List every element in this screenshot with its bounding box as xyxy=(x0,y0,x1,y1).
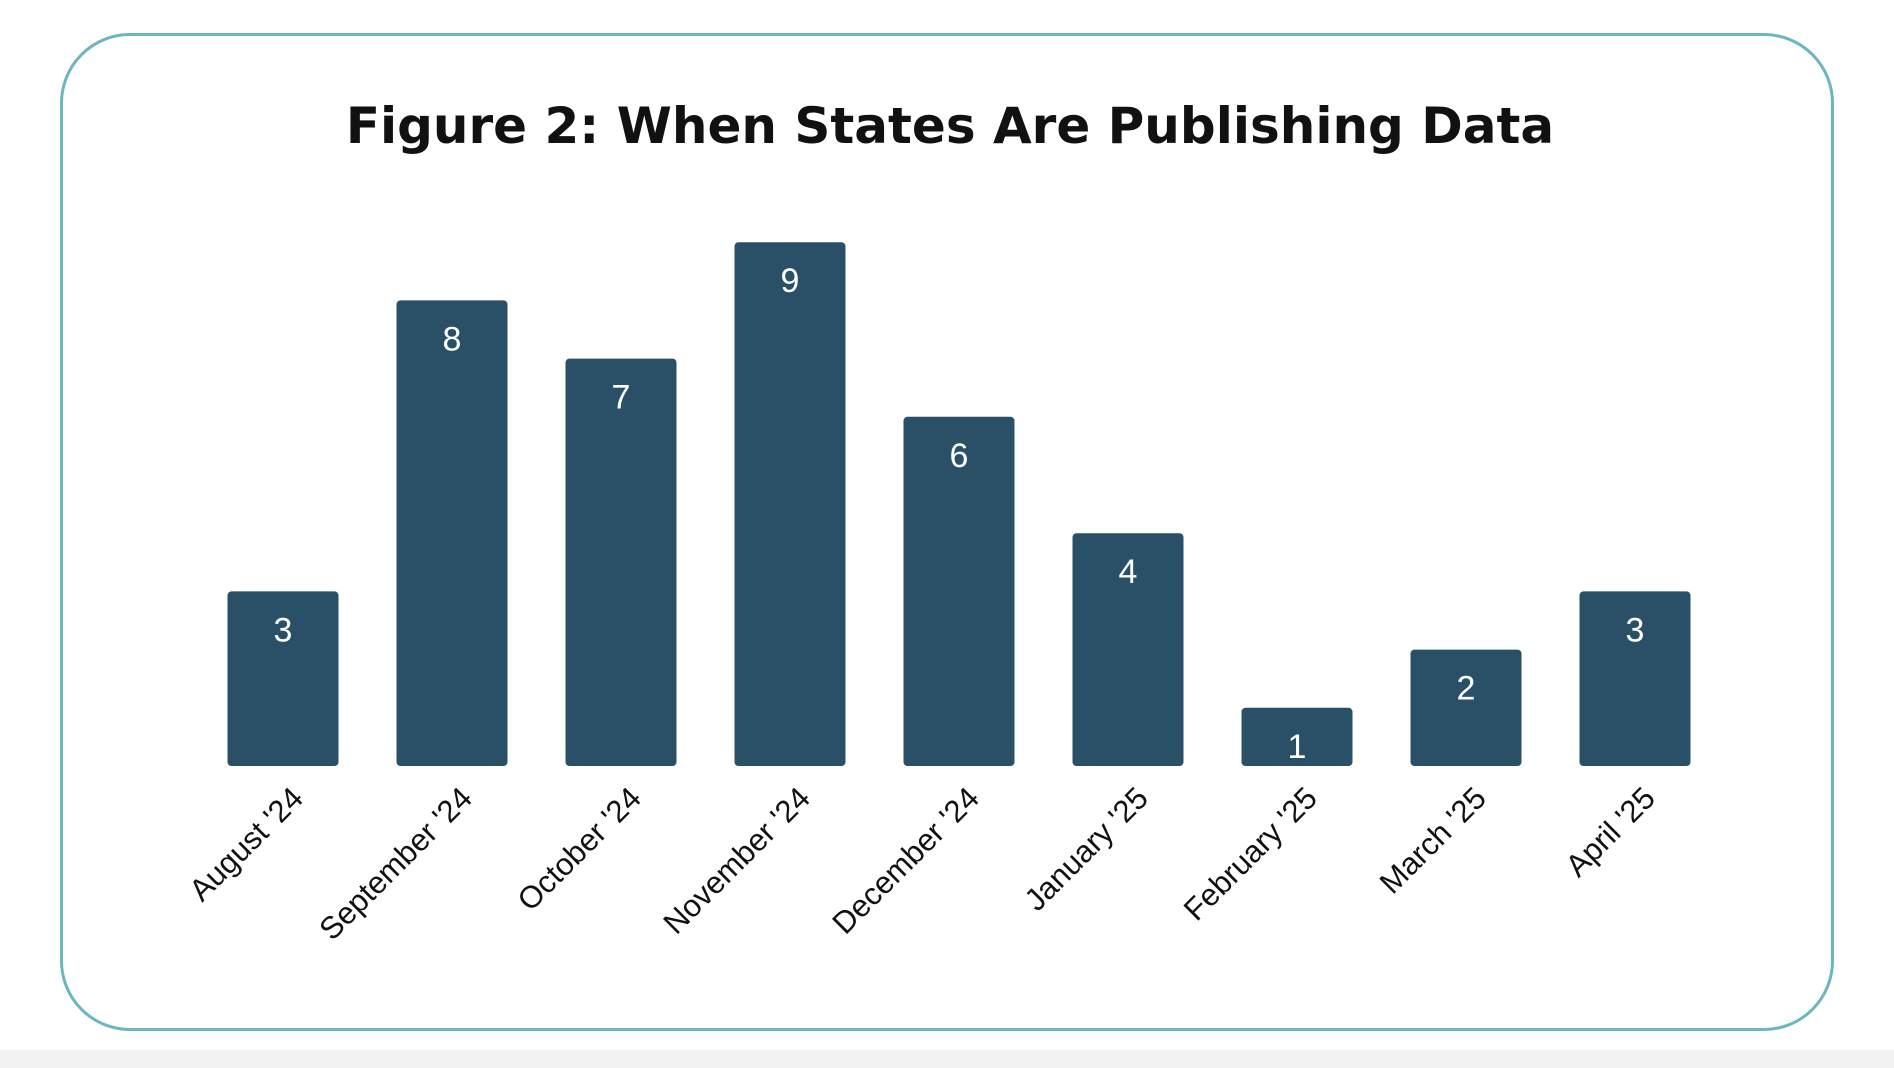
bottom-strip xyxy=(0,1050,1894,1068)
bar-3 xyxy=(734,242,846,766)
x-tick-label-0: August '24 xyxy=(182,780,310,908)
bars-group: 3 8 7 9 6 4 1 2 3 xyxy=(227,242,1691,766)
x-tick-label-5: January '25 xyxy=(1018,780,1155,917)
x-tick-label-8: April '25 xyxy=(1559,780,1662,883)
bar-value-label-7: 2 xyxy=(1457,670,1476,708)
x-tick-label-2: October '24 xyxy=(511,780,648,917)
bar-0 xyxy=(227,591,339,766)
bar-5 xyxy=(1072,533,1184,766)
bar-value-label-4: 6 xyxy=(950,437,969,475)
bar-value-label-3: 9 xyxy=(781,262,800,300)
x-tick-label-1: September '24 xyxy=(312,780,479,947)
x-tick-label-6: February '25 xyxy=(1177,780,1324,927)
bar-2 xyxy=(565,358,677,766)
x-tick-label-3: November '24 xyxy=(656,780,817,941)
x-tick-label-4: December '24 xyxy=(825,780,986,941)
bar-value-label-1: 8 xyxy=(443,320,462,358)
bar-value-label-6: 1 xyxy=(1288,728,1307,766)
bar-value-label-5: 4 xyxy=(1119,553,1138,591)
bar-value-label-0: 3 xyxy=(274,611,293,649)
bar-8 xyxy=(1579,591,1691,766)
bar-6 xyxy=(1241,707,1353,766)
chart-title: Figure 2: When States Are Publishing Dat… xyxy=(346,97,1554,155)
x-tick-label-7: March '25 xyxy=(1373,780,1493,900)
bar-7 xyxy=(1410,649,1522,766)
x-tick-labels: August '24 September '24 October '24 Novemb… xyxy=(182,780,1662,947)
bar-1 xyxy=(396,300,508,766)
bar-4 xyxy=(903,416,1015,766)
bar-value-label-2: 7 xyxy=(612,379,631,417)
bar-value-label-8: 3 xyxy=(1626,611,1645,649)
